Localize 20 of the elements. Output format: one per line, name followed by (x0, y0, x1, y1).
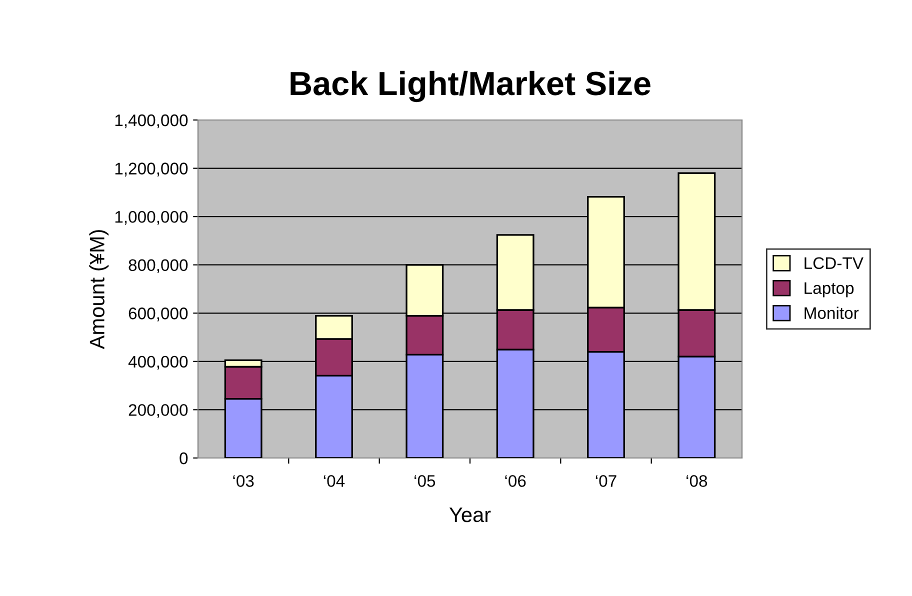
y-tick-label: 600,000 (128, 308, 188, 322)
chart-title: Back Light/Market Size (290, 70, 650, 102)
x-tick-label: ‘05 (414, 475, 436, 487)
y-axis-title: Amount (¥M) (89, 230, 109, 350)
y-tick-label: 800,000 (128, 259, 188, 274)
legend-label: LCD-TV (804, 257, 864, 270)
y-tick-label: 1,200,000 (115, 162, 188, 176)
x-tick-label: ‘06 (505, 475, 526, 487)
x-tick-label: ‘07 (596, 475, 616, 487)
y-tick-label: 200,000 (128, 404, 188, 418)
x-tick-label: ‘03 (233, 475, 254, 487)
y-tick-label: 0 (180, 452, 188, 464)
y-tick-label: 1,400,000 (115, 114, 188, 128)
legend-label: Laptop (804, 282, 854, 298)
y-tick-label: 1,000,000 (115, 210, 188, 225)
x-axis-title: Year (449, 508, 491, 522)
x-tick-label: ‘04 (324, 475, 345, 487)
y-tick-label: 400,000 (128, 356, 188, 370)
x-tick-label: ‘08 (686, 475, 708, 487)
legend-label: Monitor (804, 306, 859, 319)
